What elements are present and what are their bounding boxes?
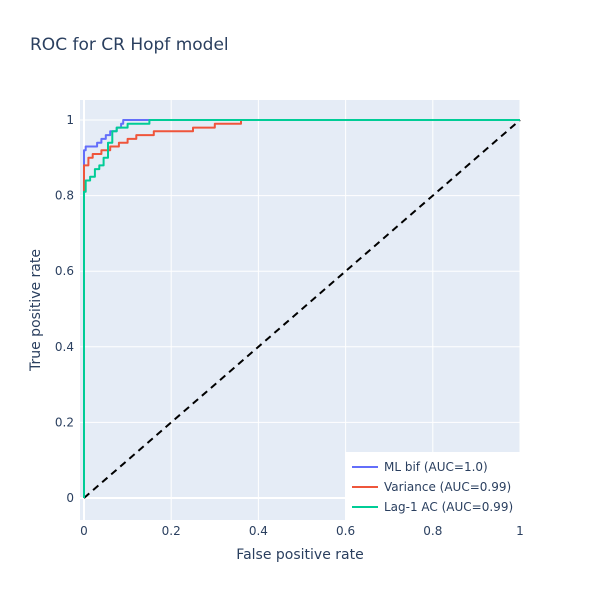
- y-tick-labels: 0 0.2 0.4 0.6 0.8 1: [55, 113, 74, 505]
- y-tick-label: 0.6: [55, 264, 74, 278]
- x-tick-label: 0.8: [423, 524, 442, 538]
- legend-label: ML bif (AUC=1.0): [384, 460, 488, 474]
- roc-line-1: [83, 119, 150, 498]
- x-tick-label: 1: [516, 524, 524, 538]
- roc-curves: [83, 119, 520, 498]
- diagonal-reference-line: [83, 119, 521, 499]
- x-tick-label: 0.6: [336, 524, 355, 538]
- plot-background: [80, 100, 520, 520]
- legend-label: Variance (AUC=0.99): [384, 480, 511, 494]
- chart-title: ROC for CR Hopf model: [30, 35, 229, 55]
- diagonal-reference: [83, 119, 521, 499]
- x-tick-label: 0: [80, 524, 88, 538]
- y-tick-label: 0.8: [55, 189, 74, 203]
- roc-line-3: [83, 119, 520, 498]
- legend-label: Lag-1 AC (AUC=0.99): [384, 500, 513, 514]
- x-tick-labels: 0 0.2 0.4 0.6 0.8 1: [80, 524, 524, 538]
- y-tick-label: 0.4: [55, 340, 74, 354]
- roc-line-2: [83, 119, 520, 498]
- legend: ML bif (AUC=1.0) Variance (AUC=0.99) Lag-1…: [345, 452, 520, 520]
- y-tick-label: 0: [66, 491, 74, 505]
- y-tick-label: 0.2: [55, 415, 74, 429]
- x-tick-label: 0.2: [162, 524, 181, 538]
- y-tick-label: 1: [66, 113, 74, 127]
- x-tick-label: 0.4: [249, 524, 268, 538]
- y-axis-title: True positive rate: [28, 249, 44, 372]
- x-axis-title: False positive rate: [236, 547, 363, 563]
